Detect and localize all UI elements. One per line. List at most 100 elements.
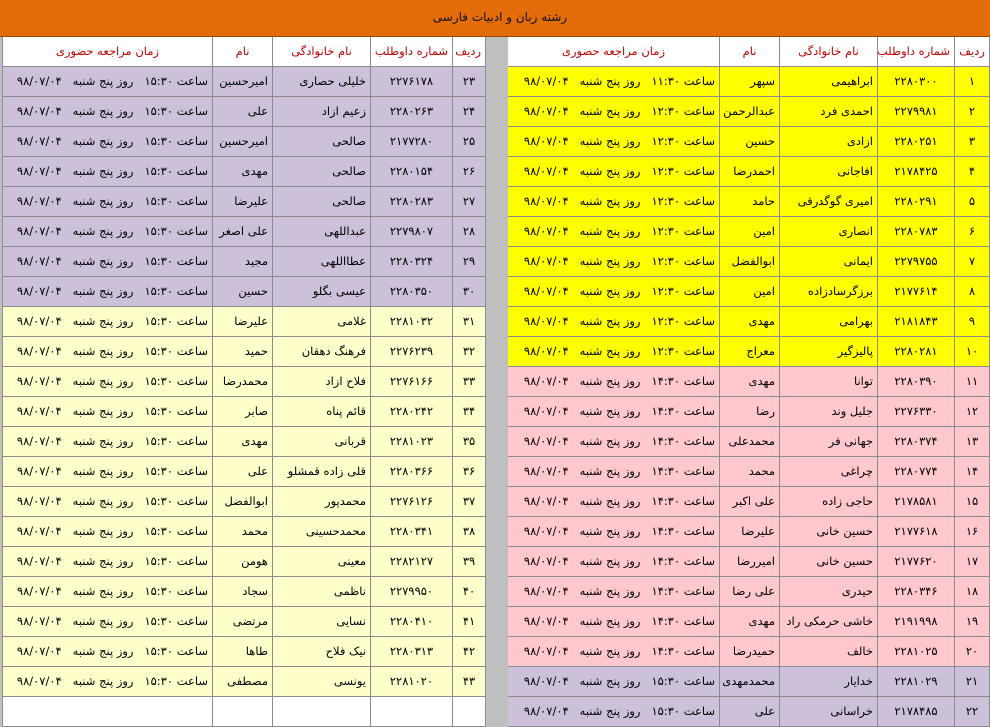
applicant-id: ۲۱۸۱۸۴۳: [878, 307, 955, 337]
column-header: نام: [213, 37, 273, 67]
column-header: نام خانوادگی: [273, 37, 371, 67]
visit-time: ساعت ۱۵:۳۰ روز پنج شنبه ۹۸/۰۷/۰۴: [3, 667, 213, 697]
applicant-id: ۲۱۷۷۶۱۴: [878, 277, 955, 307]
first-name: علی: [213, 97, 273, 127]
empty-cell: [213, 697, 273, 727]
first-name: مهدی: [213, 427, 273, 457]
first-name: احمدرضا: [720, 157, 780, 187]
column-header: شماره داوطلب: [878, 37, 955, 67]
applicant-id: ۲۲۸۰۳۷۴: [878, 427, 955, 457]
visit-time: ساعت ۱۵:۳۰ روز پنج شنبه ۹۸/۰۷/۰۴: [3, 457, 213, 487]
applicant-id: ۲۲۸۰۲۶۳: [371, 97, 453, 127]
row-number: ۲۱: [955, 667, 990, 697]
row-number: ۱۲: [955, 397, 990, 427]
family-name: انصاری: [780, 217, 878, 247]
table-right: ردیف شماره داوطلب نام خانوادگی نام زمان مراج…: [508, 37, 990, 727]
row-number: ۱۶: [955, 517, 990, 547]
visit-time: ساعت ۱۴:۳۰ روز پنج شنبه ۹۸/۰۷/۰۴: [508, 487, 720, 517]
visit-time: ساعت ۱۲:۳۰ روز پنج شنبه ۹۸/۰۷/۰۴: [508, 337, 720, 367]
applicant-id: ۲۲۸۰۳۹۰: [878, 367, 955, 397]
family-name: جلیل وند: [780, 397, 878, 427]
first-name: مهدی: [213, 157, 273, 187]
first-name: عبدالرحمن: [720, 97, 780, 127]
applicant-id: ۲۲۷۹۸۰۷: [371, 217, 453, 247]
empty-cell: [453, 697, 486, 727]
visit-time: ساعت ۱۵:۳۰ روز پنج شنبه ۹۸/۰۷/۰۴: [3, 157, 213, 187]
family-name: ابراهیمی: [780, 67, 878, 97]
visit-time: ساعت ۱۵:۳۰ روز پنج شنبه ۹۸/۰۷/۰۴: [3, 247, 213, 277]
family-name: یونسی: [273, 667, 371, 697]
visit-time: ساعت ۱۵:۳۰ روز پنج شنبه ۹۸/۰۷/۰۴: [3, 547, 213, 577]
applicant-id: ۲۲۷۶۳۳۰: [878, 397, 955, 427]
first-name: معراج: [720, 337, 780, 367]
row-number: ۵: [955, 187, 990, 217]
applicant-id: ۲۲۸۰۳۲۴: [371, 247, 453, 277]
visit-time: ساعت ۱۲:۳۰ روز پنج شنبه ۹۸/۰۷/۰۴: [508, 157, 720, 187]
family-name: صالحی: [273, 127, 371, 157]
family-name: فلاح ازاد: [273, 367, 371, 397]
row-number: ۱۸: [955, 577, 990, 607]
family-name: زعیم ازاد: [273, 97, 371, 127]
applicant-id: ۲۲۷۶۱۷۸: [371, 67, 453, 97]
first-name: مصطفی: [213, 667, 273, 697]
column-header: زمان مراجعه حضوری: [3, 37, 213, 67]
family-name: بهرامی: [780, 307, 878, 337]
applicant-id: ۲۱۷۸۵۸۱: [878, 487, 955, 517]
family-name: نیک فلاح: [273, 637, 371, 667]
family-name: خراسانی: [780, 697, 878, 727]
visit-time: ساعت ۱۵:۳۰ روز پنج شنبه ۹۸/۰۷/۰۴: [3, 217, 213, 247]
first-name: علی اصغر: [213, 217, 273, 247]
visit-time: ساعت ۱۵:۳۰ روز پنج شنبه ۹۸/۰۷/۰۴: [3, 187, 213, 217]
visit-time: ساعت ۱۵:۳۰ روز پنج شنبه ۹۸/۰۷/۰۴: [3, 337, 213, 367]
first-name: مهدی: [720, 367, 780, 397]
row-number: ۷: [955, 247, 990, 277]
first-name: سپهر: [720, 67, 780, 97]
row-number: ۲۴: [453, 97, 486, 127]
row-number: ۱۰: [955, 337, 990, 367]
family-name: قربانی: [273, 427, 371, 457]
family-name: برزگرسادزاده: [780, 277, 878, 307]
first-name: سجاد: [213, 577, 273, 607]
visit-time: ساعت ۱۵:۳۰ روز پنج شنبه ۹۸/۰۷/۰۴: [3, 517, 213, 547]
first-name: حامد: [720, 187, 780, 217]
applicant-id: ۲۲۷۹۷۵۵: [878, 247, 955, 277]
applicant-id: ۲۲۸۱۰۲۹: [878, 667, 955, 697]
empty-cell: [3, 697, 213, 727]
applicant-id: ۲۲۸۰۲۹۱: [878, 187, 955, 217]
visit-time: ساعت ۱۴:۳۰ روز پنج شنبه ۹۸/۰۷/۰۴: [508, 517, 720, 547]
applicant-id: ۲۲۸۰۳۴۱: [371, 517, 453, 547]
visit-time: ساعت ۱۱:۳۰ روز پنج شنبه ۹۸/۰۷/۰۴: [508, 67, 720, 97]
row-number: ۳۵: [453, 427, 486, 457]
visit-time: ساعت ۱۵:۳۰ روز پنج شنبه ۹۸/۰۷/۰۴: [508, 667, 720, 697]
first-name: علیرضا: [213, 187, 273, 217]
first-name: علیرضا: [213, 307, 273, 337]
applicant-id: ۲۱۷۷۶۲۰: [878, 547, 955, 577]
family-name: قائم پناه: [273, 397, 371, 427]
row-number: ۲۰: [955, 637, 990, 667]
applicant-id: ۲۲۸۱۰۲۵: [878, 637, 955, 667]
applicant-id: ۲۲۷۶۲۳۹: [371, 337, 453, 367]
first-name: رضا: [720, 397, 780, 427]
row-number: ۲: [955, 97, 990, 127]
family-name: پالیزگیر: [780, 337, 878, 367]
first-name: علی: [720, 697, 780, 727]
row-number: ۳۶: [453, 457, 486, 487]
first-name: علی اکبر: [720, 487, 780, 517]
applicant-id: ۲۲۷۹۹۵۰: [371, 577, 453, 607]
first-name: حسین: [213, 277, 273, 307]
first-name: صابر: [213, 397, 273, 427]
first-name: محمد: [720, 457, 780, 487]
applicant-id: ۲۱۷۷۶۱۸: [878, 517, 955, 547]
family-name: صالحی: [273, 187, 371, 217]
family-name: توانا: [780, 367, 878, 397]
row-number: ۳۱: [453, 307, 486, 337]
family-name: جهانی فر: [780, 427, 878, 457]
family-name: عطااللهی: [273, 247, 371, 277]
row-number: ۳۴: [453, 397, 486, 427]
column-header: نام خانوادگی: [780, 37, 878, 67]
family-name: غلامی: [273, 307, 371, 337]
row-number: ۱۱: [955, 367, 990, 397]
visit-time: ساعت ۱۵:۳۰ روز پنج شنبه ۹۸/۰۷/۰۴: [3, 487, 213, 517]
visit-time: ساعت ۱۵:۳۰ روز پنج شنبه ۹۸/۰۷/۰۴: [3, 427, 213, 457]
family-name: حسین خانی: [780, 517, 878, 547]
